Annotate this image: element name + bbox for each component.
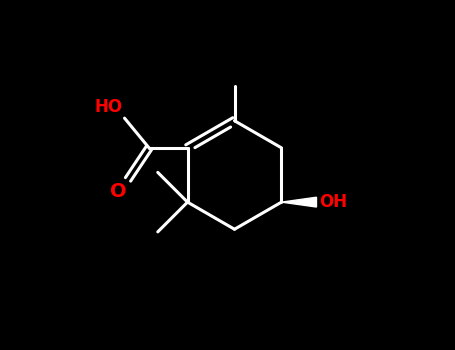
Text: HO: HO: [95, 98, 123, 116]
Text: OH: OH: [319, 193, 348, 211]
Text: O: O: [110, 182, 126, 201]
Polygon shape: [282, 197, 317, 207]
